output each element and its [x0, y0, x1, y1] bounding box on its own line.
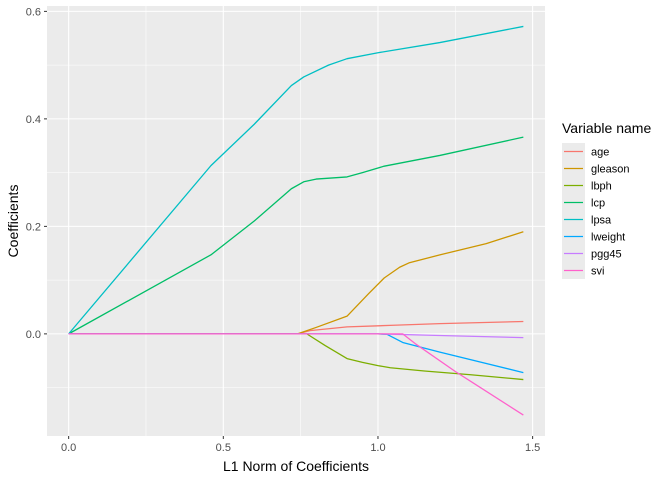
legend: Variable name age gleason lbph lcp lpsa lweig…: [562, 120, 651, 279]
legend-label-age: age: [591, 147, 609, 159]
series-line-gleason: [68, 231, 524, 335]
minor-gridlines: [47, 6, 545, 436]
x-axis-title: L1 Norm of Coefficients: [223, 458, 369, 474]
y-axis: 0.0 0.2 0.4 0.6: [26, 6, 47, 341]
legend-label-pgg45: pgg45: [591, 249, 622, 261]
legend-items: age gleason lbph lcp lpsa lweight pgg45 svi: [562, 143, 630, 279]
y-tick-label: 0.2: [26, 221, 41, 233]
x-tick-label: 1.0: [370, 442, 385, 454]
series-line-lcp: [68, 136, 524, 335]
x-axis: 0.0 0.5 1.0 1.5: [61, 436, 540, 454]
series-lines: [68, 25, 524, 416]
series-line-svi: [68, 333, 524, 416]
y-tick-label: 0.0: [26, 329, 41, 341]
y-tick-label: 0.6: [26, 6, 41, 18]
series-line-lbph: [68, 333, 524, 381]
legend-label-lweight: lweight: [591, 232, 625, 244]
legend-title: Variable name: [562, 120, 651, 136]
legend-label-gleason: gleason: [591, 164, 630, 176]
legend-label-lcp: lcp: [591, 198, 605, 210]
series-line-lpsa: [68, 25, 524, 335]
x-tick-label: 0.0: [61, 442, 76, 454]
x-tick-label: 0.5: [216, 442, 231, 454]
plot-panel: [47, 6, 545, 436]
legend-label-lbph: lbph: [591, 181, 612, 193]
x-tick-label: 1.5: [525, 442, 540, 454]
y-tick-label: 0.4: [26, 114, 41, 126]
y-axis-title: Coefficients: [5, 185, 21, 258]
legend-label-lpsa: lpsa: [591, 215, 612, 227]
legend-label-svi: svi: [591, 266, 604, 278]
